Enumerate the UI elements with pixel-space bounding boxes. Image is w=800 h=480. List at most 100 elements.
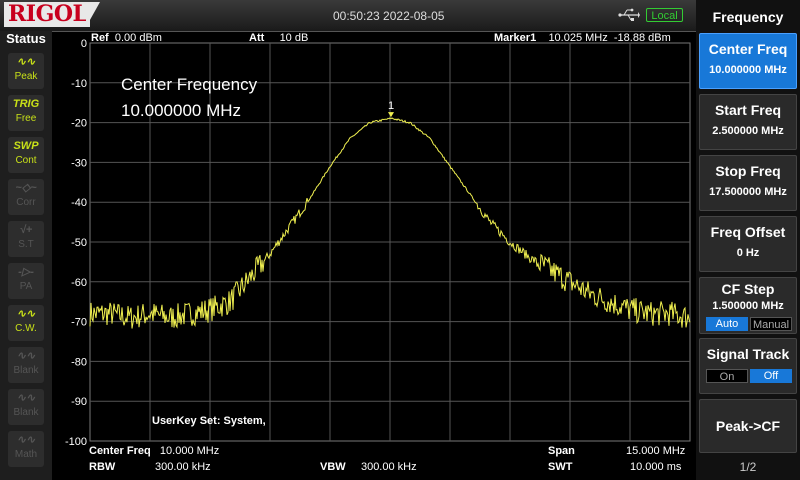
menu-title: Frequency — [712, 9, 784, 25]
vbw-value: 300.00 kHz — [360, 461, 417, 473]
rbw-readout: RBW 300.00 kHz — [89, 461, 211, 473]
cf-step-button[interactable]: CF Step 1.500000 MHz Auto Manual — [699, 277, 797, 334]
vbw-readout: VBW 300.00 kHz — [320, 461, 417, 473]
y-tick-label: -80 — [71, 356, 87, 368]
y-tick-label: 0 — [81, 38, 87, 50]
y-tick-label: -30 — [71, 157, 87, 169]
status-icon: √+ — [19, 224, 33, 236]
marker-1-triangle — [388, 112, 394, 118]
status-item-math[interactable]: ∿∿ Math — [8, 431, 44, 467]
marker-freq: 10.025 MHz — [548, 32, 608, 44]
span-label: Span — [548, 445, 575, 457]
marker-label: Marker1 — [494, 32, 537, 44]
overlay-title: Center Frequency — [121, 75, 258, 94]
att-value: 10 dB — [279, 32, 309, 44]
ref-label: Ref — [91, 32, 109, 44]
y-tick-label: -90 — [71, 396, 87, 408]
y-tick-label: -20 — [71, 118, 87, 130]
center-label: Center Freq — [89, 445, 151, 457]
peak-to-cf-button[interactable]: Peak->CF — [699, 399, 797, 453]
swt-value-block: 10.000 ms — [630, 461, 681, 473]
swt-label-block: SWT — [548, 461, 572, 473]
status-item-blank[interactable]: ∿∿ Blank — [8, 389, 44, 425]
center-value: 10.000 MHz — [159, 445, 220, 457]
overlay-value: 10.000000 MHz — [121, 101, 242, 120]
span-value: 15.000 MHz — [626, 445, 686, 457]
rigol-logo: RIGOL — [4, 2, 90, 27]
usb-icon — [618, 8, 640, 21]
marker-1-number: 1 — [388, 100, 394, 112]
status-label: S.T — [18, 239, 34, 250]
y-tick-label: -60 — [71, 277, 87, 289]
vbw-label: VBW — [320, 461, 346, 473]
peak-to-cf-label: Peak->CF — [715, 418, 781, 434]
center-freq-readout: Center Freq 10.000 MHz — [89, 445, 219, 457]
status-icon: TRIG — [12, 98, 40, 110]
center-freq-label: Center Freq — [708, 41, 788, 57]
status-icon: ∿∿ — [16, 350, 36, 362]
y-tick-label: -70 — [71, 317, 87, 329]
signal-track-off[interactable]: Off — [750, 369, 792, 383]
status-item-corr[interactable]: ~◇~ Corr — [8, 179, 44, 215]
stop-freq-value: 17.500000 MHz — [709, 186, 787, 198]
status-item-c-w[interactable]: ∿∿ C.W. — [8, 305, 44, 341]
userkey-set: UserKey Set: System, — [152, 415, 266, 427]
status-label: Corr — [16, 197, 36, 208]
status-icon: -▷- — [18, 266, 34, 278]
spectrum-display[interactable]: 0 -10 -20 -30 -40 -50 -60 -70 -80 -90 -100 1 Ref 0.… — [52, 31, 696, 480]
stop-freq-label: Stop Freq — [715, 163, 781, 179]
cf-step-manual[interactable]: Manual — [750, 317, 792, 331]
status-label: PA — [19, 281, 33, 292]
swt-value: 10.000 ms — [630, 461, 682, 473]
span-label-block: Span — [548, 445, 575, 457]
start-freq-button[interactable]: Start Freq 2.500000 MHz — [699, 94, 797, 150]
att-readout: Att 10 dB — [249, 32, 308, 44]
y-tick-label: -50 — [71, 237, 87, 249]
marker-readout: Marker1 10.025 MHz -18.88 dBm — [494, 32, 671, 44]
status-icon: ~◇~ — [15, 182, 37, 194]
start-freq-label: Start Freq — [714, 102, 782, 118]
frequency-menu: Frequency Center Freq 10.000000 MHz Star… — [696, 0, 800, 480]
swt-label: SWT — [548, 461, 573, 473]
status-panel: Status ∿∿ Peak TRIG Free SWP Cont ~◇~ Corr √+ S.T… — [0, 31, 52, 480]
cf-step-value: 1.500000 MHz — [712, 300, 784, 312]
status-icon: SWP — [13, 140, 39, 152]
status-icon: ∿∿ — [16, 56, 36, 68]
status-item-s-t[interactable]: √+ S.T — [8, 221, 44, 257]
title-bar: RIGOL 00:50:23 2022-08-05 Local — [0, 0, 696, 32]
datetime: 00:50:23 2022-08-05 — [333, 9, 445, 23]
spectrum-trace — [89, 117, 691, 329]
local-indicator: Local — [646, 8, 683, 22]
status-item-blank[interactable]: ∿∿ Blank — [8, 347, 44, 383]
span-value-block: 15.000 MHz — [626, 445, 685, 457]
status-label: Peak — [14, 71, 38, 82]
status-icon: ∿∿ — [16, 392, 36, 404]
freq-offset-button[interactable]: Freq Offset 0 Hz — [699, 216, 797, 272]
status-item-peak[interactable]: ∿∿ Peak — [8, 53, 44, 89]
start-freq-value: 2.500000 MHz — [712, 125, 784, 137]
logo-tail — [86, 2, 100, 27]
status-label: Math — [14, 449, 38, 460]
status-label: Cont — [15, 155, 37, 166]
status-item-cont[interactable]: SWP Cont — [8, 137, 44, 173]
y-tick-label: -40 — [71, 197, 87, 209]
stop-freq-button[interactable]: Stop Freq 17.500000 MHz — [699, 155, 797, 211]
status-item-pa[interactable]: -▷- PA — [8, 263, 44, 299]
status-icon: ∿∿ — [16, 434, 36, 446]
status-label: Free — [15, 113, 37, 124]
spectrum-plot[interactable]: 0 -10 -20 -30 -40 -50 -60 -70 -80 -90 -100 1 — [52, 31, 696, 480]
status-label: Blank — [13, 365, 39, 376]
cf-step-auto[interactable]: Auto — [706, 317, 748, 331]
rbw-value: 300.00 kHz — [155, 461, 211, 473]
page-indicator: 1/2 — [739, 460, 757, 474]
y-tick-label: -10 — [71, 78, 87, 90]
status-label: Blank — [13, 407, 39, 418]
marker-amp: -18.88 dBm — [613, 32, 671, 44]
signal-track-button[interactable]: Signal Track On Off — [699, 338, 797, 394]
signal-track-on[interactable]: On — [706, 369, 748, 383]
status-icon: ∿∿ — [16, 308, 36, 320]
center-freq-button[interactable]: Center Freq 10.000000 MHz — [699, 33, 797, 89]
status-item-free[interactable]: TRIG Free — [8, 95, 44, 131]
status-label: C.W. — [15, 323, 37, 334]
ref-readout: Ref 0.00 dBm — [91, 32, 162, 44]
